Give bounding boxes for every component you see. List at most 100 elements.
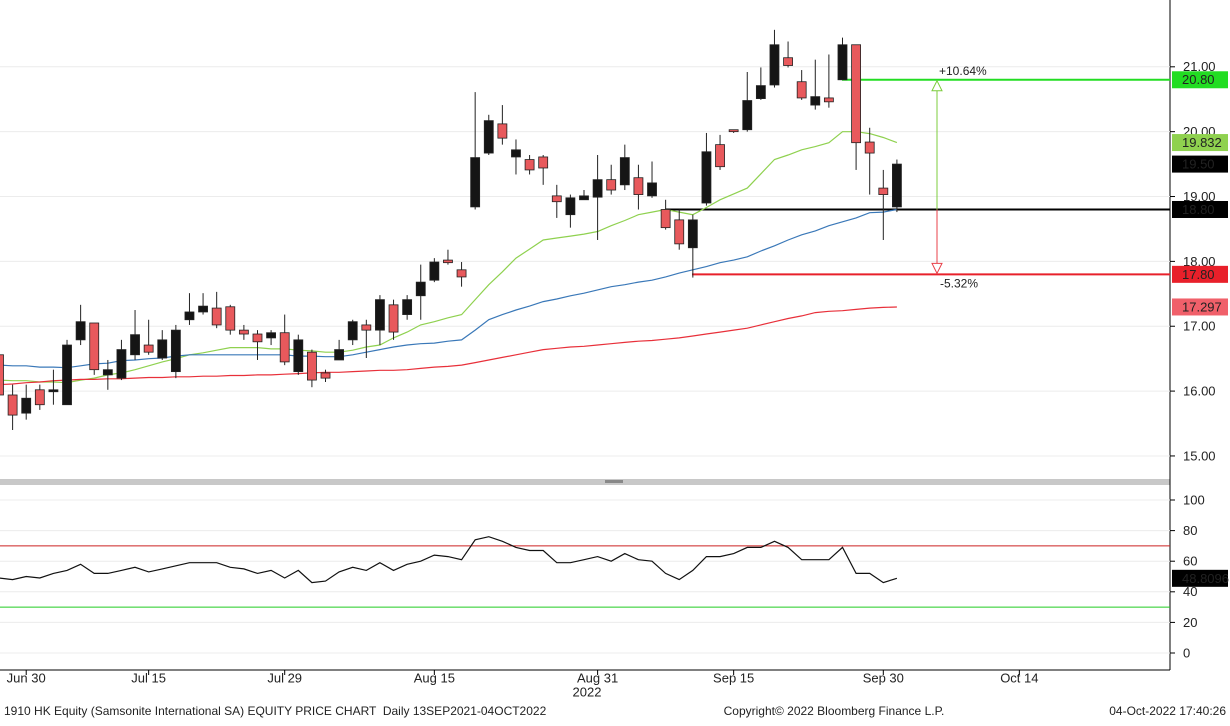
rsi-panel xyxy=(0,499,1170,654)
y-tick-label: 19.00 xyxy=(1183,189,1216,204)
candle-body xyxy=(456,269,467,278)
y-tick-label: 60 xyxy=(1183,554,1197,569)
x-tick-label: Jul 29 xyxy=(267,670,302,685)
candle-body xyxy=(687,219,698,249)
candle-body xyxy=(837,44,848,81)
candle-body xyxy=(565,197,576,216)
value-box xyxy=(1172,134,1228,152)
candle-body xyxy=(823,97,834,103)
candle-body xyxy=(483,120,494,154)
candle-body xyxy=(89,322,100,371)
candle-body xyxy=(266,332,276,339)
candle-body xyxy=(347,321,358,341)
candle-body xyxy=(497,123,508,139)
line-series xyxy=(0,536,898,584)
candle-body xyxy=(170,329,181,373)
value-box-label: 17.80 xyxy=(1182,267,1215,282)
change-label: +10.64% xyxy=(939,64,987,78)
candle-body xyxy=(62,344,72,406)
y-tick-label: 21.00 xyxy=(1183,59,1216,74)
candle-body xyxy=(796,81,807,99)
line-series xyxy=(0,208,898,369)
x-tick-label: Sep 15 xyxy=(713,670,754,685)
y-tick-label: 20 xyxy=(1183,615,1197,630)
footer-left: 1910 HK Equity (Samsonite International … xyxy=(4,704,547,718)
value-box-label: 20.80 xyxy=(1182,72,1215,87)
x-tick-label: Jun 30 xyxy=(7,670,46,685)
candle-body xyxy=(429,261,440,281)
candle-body xyxy=(851,44,861,144)
separator-handle[interactable] xyxy=(605,480,623,483)
candle-body xyxy=(606,179,617,191)
candle-body xyxy=(878,187,889,195)
candle-body xyxy=(157,339,168,359)
candle-body xyxy=(375,299,385,331)
value-box xyxy=(1172,298,1228,316)
price-panel: +10.64% -5.32% xyxy=(0,29,1170,457)
y-tick-label: 40 xyxy=(1183,584,1197,599)
candle-body xyxy=(660,209,671,229)
panel-separator[interactable] xyxy=(0,479,1170,485)
footer-center: Copyright© 2022 Bloomberg Finance L.P. xyxy=(724,704,945,718)
candle-body xyxy=(334,349,345,361)
x-year-label: 2022 xyxy=(573,684,602,699)
candle-body xyxy=(7,394,18,416)
candle-body xyxy=(102,369,113,376)
candle-body xyxy=(783,57,793,66)
candle-body xyxy=(0,354,4,396)
candle-body xyxy=(538,156,549,169)
candle-body xyxy=(647,182,657,197)
candle-body xyxy=(443,259,453,264)
value-box xyxy=(1172,71,1228,89)
y-tick-label: 0 xyxy=(1183,645,1190,660)
candle-body xyxy=(592,179,603,198)
candle-body xyxy=(211,307,222,326)
value-box xyxy=(1172,200,1228,218)
candle-body xyxy=(742,100,753,131)
candle-body xyxy=(755,85,766,99)
candle-body xyxy=(470,157,481,208)
candle-body xyxy=(701,151,712,204)
change-label: -5.32% xyxy=(940,277,978,291)
value-box-label: 19.832 xyxy=(1182,135,1222,150)
candle-body xyxy=(307,351,317,381)
candle-body xyxy=(810,96,821,106)
candle-body xyxy=(130,334,140,356)
candle-body xyxy=(579,195,589,201)
candle-body xyxy=(34,389,45,406)
line-series xyxy=(0,131,898,384)
x-tick-label: Jul 15 xyxy=(131,670,166,685)
value-box xyxy=(1172,265,1228,283)
candle-body xyxy=(361,324,372,331)
value-box-label: 17.297 xyxy=(1182,299,1222,314)
candle-body xyxy=(198,305,208,313)
footer-right: 04-Oct-2022 17:40:26 xyxy=(1109,704,1226,718)
y-tick-label: 17.00 xyxy=(1183,319,1216,334)
arrow-head xyxy=(931,262,943,275)
candle-body xyxy=(293,339,304,373)
candle-body xyxy=(143,344,154,353)
candle-body xyxy=(238,329,249,335)
value-box-label: 19.50 xyxy=(1182,157,1215,172)
candle-body xyxy=(619,157,630,186)
candle-body xyxy=(48,389,59,393)
candle-body xyxy=(551,195,562,203)
candle-body xyxy=(674,219,685,245)
candle-body xyxy=(511,149,521,158)
candle-body xyxy=(892,163,902,208)
arrow-head xyxy=(931,79,943,92)
value-box-label: 48.8096 xyxy=(1182,571,1229,586)
candle-body xyxy=(320,372,331,379)
candle-body xyxy=(75,321,86,341)
candle-body xyxy=(21,397,32,414)
candle-body xyxy=(524,159,535,171)
x-tick-label: Oct 14 xyxy=(1000,670,1038,685)
candle-body xyxy=(225,306,236,331)
candle-body xyxy=(184,311,195,321)
y-tick-label: 15.00 xyxy=(1183,448,1216,463)
y-tick-label: 100 xyxy=(1183,492,1205,507)
candle-body xyxy=(402,299,413,315)
x-tick-label: Sep 30 xyxy=(863,670,904,685)
